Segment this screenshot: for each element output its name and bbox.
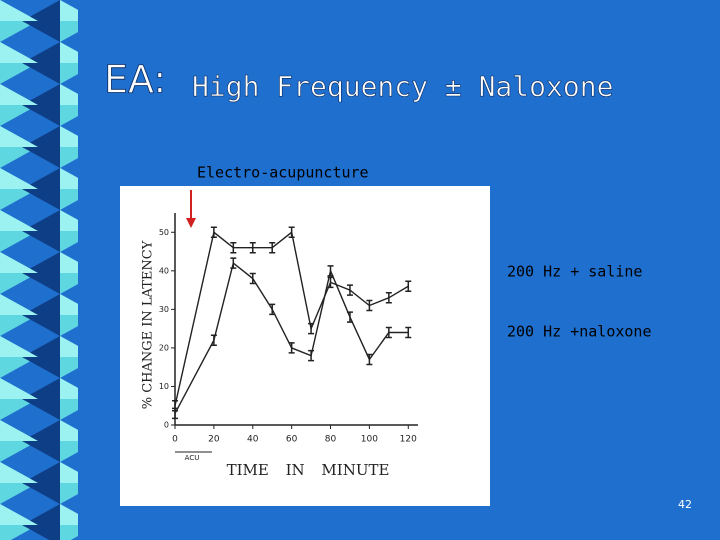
x-tick-label: 20 bbox=[208, 435, 220, 445]
page-number: 42 bbox=[678, 498, 692, 511]
point-marker bbox=[249, 241, 256, 254]
chart-area bbox=[120, 186, 490, 506]
point-marker bbox=[210, 226, 217, 239]
arrow-head bbox=[186, 218, 196, 228]
point-marker bbox=[269, 303, 276, 316]
title: High Frequency ± Naloxone bbox=[192, 70, 613, 103]
point-marker bbox=[308, 349, 315, 362]
y-tick-label: 10 bbox=[159, 382, 169, 391]
point-marker bbox=[405, 326, 412, 339]
x-axis-label: TIME IN MINUTE bbox=[227, 461, 390, 479]
point-marker bbox=[346, 311, 353, 323]
x-tick-label: 0 bbox=[172, 435, 178, 445]
y-tick-label: 0 bbox=[164, 421, 169, 430]
x-tick-label: 60 bbox=[286, 435, 298, 445]
point-marker bbox=[366, 299, 373, 312]
point-marker bbox=[210, 334, 217, 346]
legend-label: 200 Hz + saline bbox=[507, 263, 642, 281]
point-marker bbox=[172, 407, 178, 420]
chart: 0 10 20 30 40 50 0 20 40 60 80 100 120 TIME IN MINUTE… bbox=[141, 213, 652, 479]
point-marker bbox=[366, 353, 373, 366]
y-tick-label: 40 bbox=[159, 266, 169, 275]
x-tick-label: 100 bbox=[361, 435, 378, 445]
point-marker bbox=[269, 241, 276, 254]
series-line bbox=[174, 261, 409, 414]
ea-label: Electro-acupuncture bbox=[197, 164, 369, 182]
point-marker bbox=[249, 272, 256, 285]
point-marker bbox=[288, 226, 295, 239]
point-marker bbox=[230, 241, 237, 254]
y-axis-label: % CHANGE IN LATENCY bbox=[141, 240, 156, 409]
x-tick-label: 40 bbox=[247, 435, 259, 445]
point-marker bbox=[385, 326, 392, 339]
x-tick-label: 80 bbox=[325, 435, 337, 445]
point-marker bbox=[230, 257, 237, 269]
y-tick-label: 20 bbox=[159, 343, 169, 352]
point-marker bbox=[308, 322, 315, 335]
point-marker bbox=[405, 280, 412, 292]
point-marker bbox=[385, 292, 392, 304]
point-marker bbox=[288, 342, 295, 354]
annotation: ACU bbox=[185, 454, 200, 462]
point-marker bbox=[327, 265, 334, 277]
side-decoration bbox=[0, 0, 78, 540]
legend-label: 200 Hz +naloxone bbox=[507, 323, 652, 341]
series-line bbox=[174, 231, 409, 406]
title-prefix: EA: bbox=[104, 58, 166, 102]
point-marker bbox=[346, 284, 353, 296]
x-tick-label: 120 bbox=[400, 435, 417, 445]
y-tick-label: 30 bbox=[159, 305, 169, 314]
y-tick-label: 50 bbox=[159, 228, 169, 237]
